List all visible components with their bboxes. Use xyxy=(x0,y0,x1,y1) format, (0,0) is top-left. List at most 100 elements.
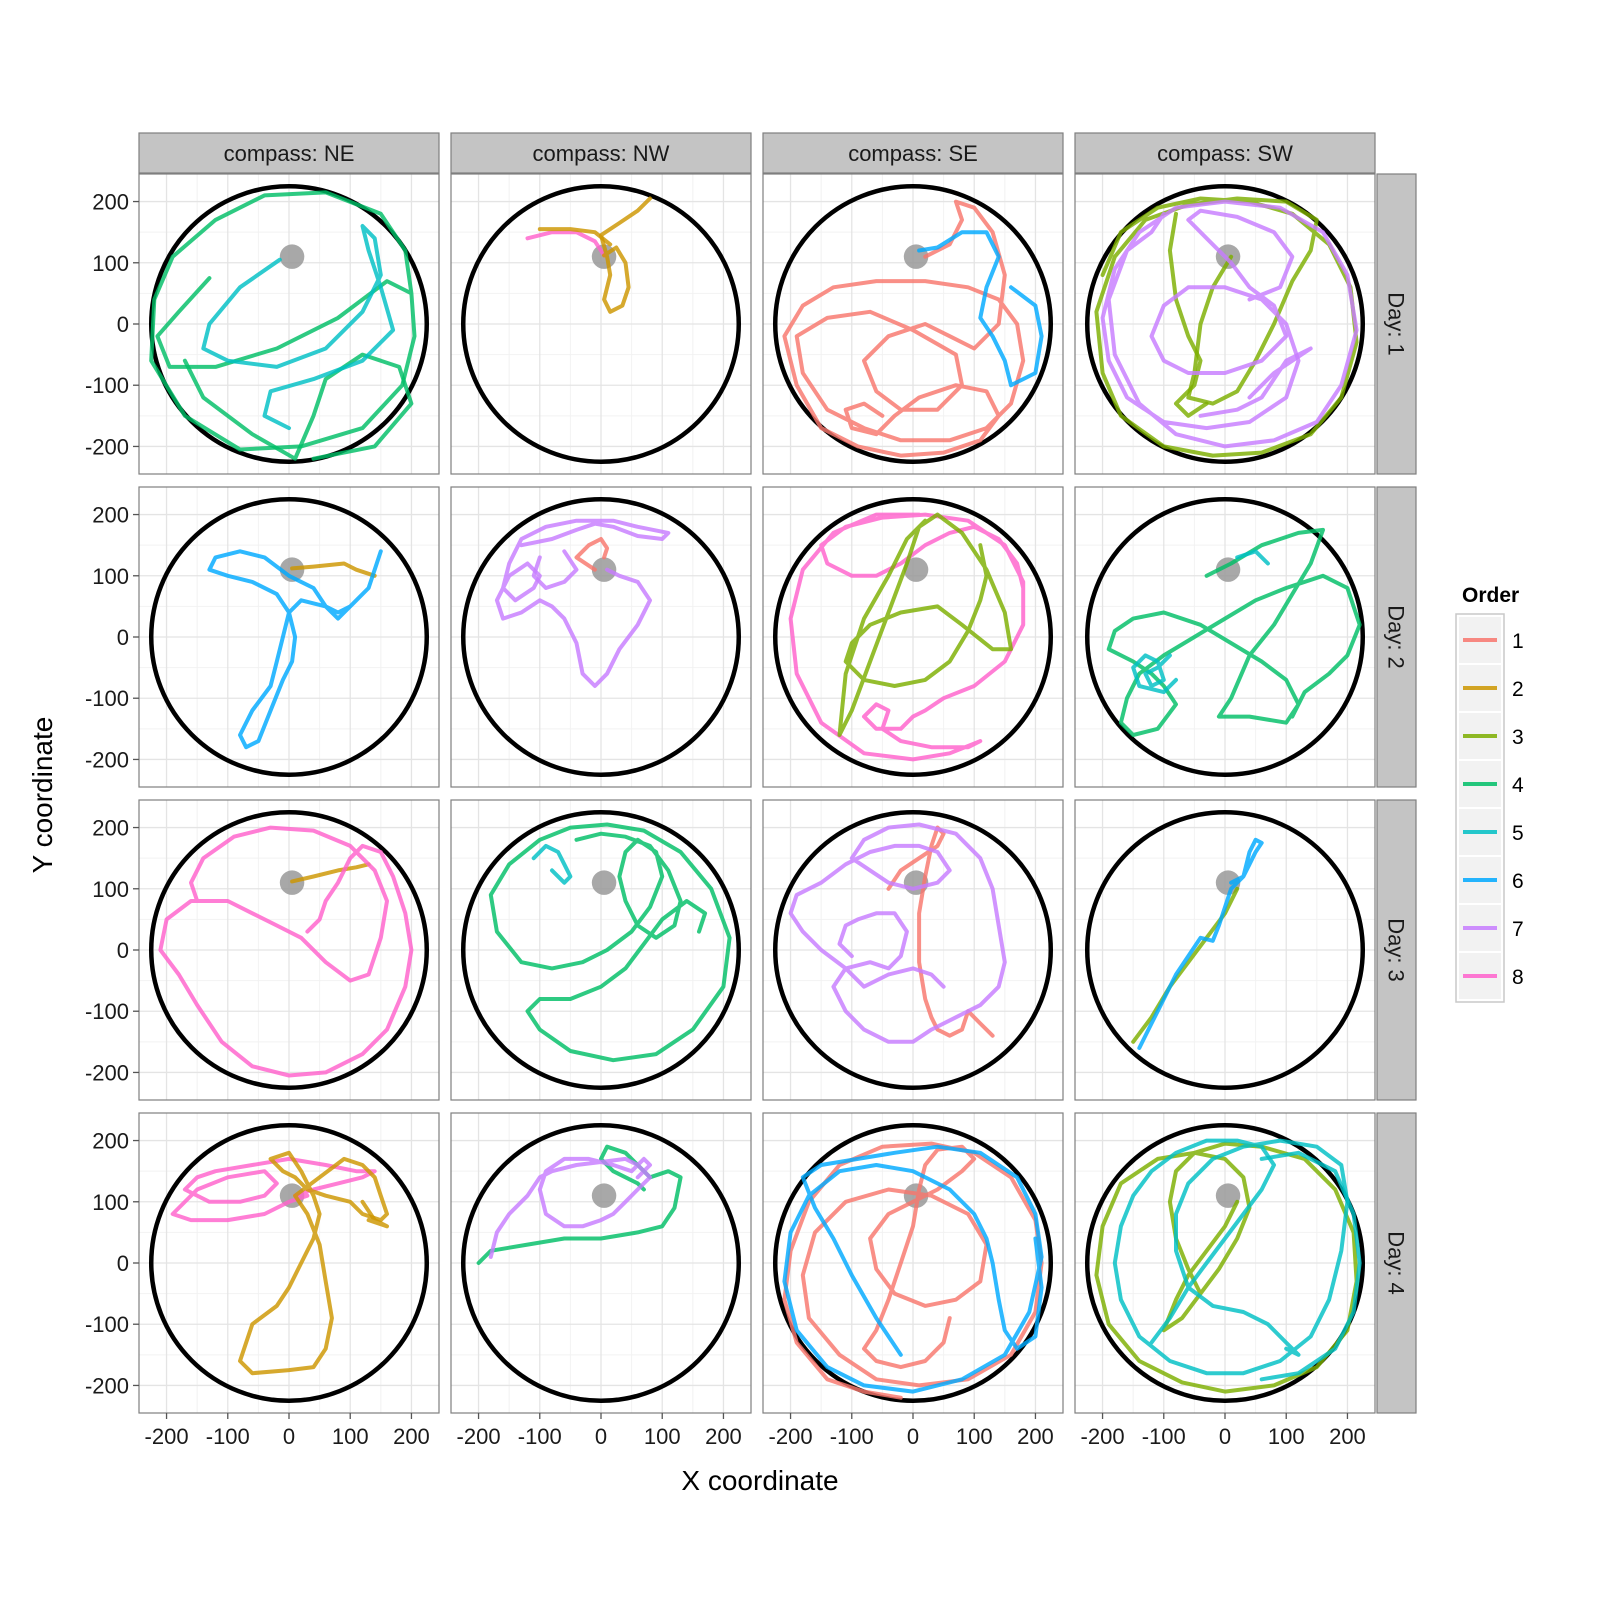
legend-label: 5 xyxy=(1512,822,1524,845)
track-path-order-7 xyxy=(1100,199,1359,449)
x-tick-label: -200 xyxy=(1081,1424,1125,1449)
panel-r1-c1 xyxy=(138,173,440,475)
strips-layer: compass: NE compass: NW compass: SE compass… xyxy=(138,132,1417,1414)
platform-marker xyxy=(1215,244,1241,269)
track-path-order-1 xyxy=(574,537,610,572)
y-tick-label: 200 xyxy=(92,503,129,528)
y-tick-label: -200 xyxy=(85,747,129,772)
panel-border xyxy=(762,173,1064,475)
track-path-order-6 xyxy=(782,1144,1044,1394)
y-tick-label: 200 xyxy=(92,1129,129,1154)
track-path-order-2 xyxy=(360,1199,389,1229)
y-tick-label: -100 xyxy=(85,1312,129,1337)
column-strip-label: compass: NW xyxy=(533,141,670,166)
x-tick-label: 200 xyxy=(1329,1424,1366,1449)
panels-layer xyxy=(138,173,1376,1414)
track-path-order-7 xyxy=(1198,346,1313,418)
row-strip-label: Day: 4 xyxy=(1384,1231,1409,1295)
row-strip-background xyxy=(1376,799,1417,1101)
row-strip-background xyxy=(1376,173,1417,475)
track-path-order-1 xyxy=(886,825,995,1038)
column-strip-label: compass: SW xyxy=(1157,141,1293,166)
legend-label: 3 xyxy=(1512,726,1524,749)
panel-r2-c2 xyxy=(450,486,752,788)
track-path-order-3 xyxy=(1094,196,1359,458)
y-tick-label: -100 xyxy=(85,373,129,398)
row-strip-background xyxy=(1376,486,1417,788)
arena-circle xyxy=(772,809,1054,1091)
x-tick-label: 0 xyxy=(283,1424,295,1449)
y-tick-label: 0 xyxy=(117,938,129,963)
track-path-order-7 xyxy=(531,549,579,590)
y-tick-label: 200 xyxy=(92,190,129,215)
track-path-order-3 xyxy=(1167,211,1209,418)
axes-layer: -200 -100 0 100 200 -200 -100 0 100 200 -200 -100 0 1… xyxy=(85,190,1366,1449)
y-tick-label: 200 xyxy=(92,816,129,841)
track-path-order-8 xyxy=(170,1156,377,1223)
panel-r2-c3 xyxy=(762,486,1064,788)
panel-border xyxy=(1074,173,1376,475)
column-strip-background xyxy=(762,132,1064,174)
y-tick-label: 0 xyxy=(117,1251,129,1276)
x-axis-title: X coordinate xyxy=(681,1465,838,1496)
track-path-order-2 xyxy=(290,862,371,884)
x-tick-label: 200 xyxy=(705,1424,742,1449)
x-tick-label: 0 xyxy=(595,1424,607,1449)
legend-label: 7 xyxy=(1512,918,1524,941)
panel-r2-c1 xyxy=(138,486,440,788)
y-tick-label: -200 xyxy=(85,1060,129,1085)
platform-marker xyxy=(903,557,929,582)
track-path-order-1 xyxy=(782,1141,1044,1400)
panel-r4-c4 xyxy=(1074,1112,1376,1414)
track-path-order-5 xyxy=(201,224,396,431)
platform-marker xyxy=(591,870,617,895)
panel-r1-c3 xyxy=(762,173,1064,475)
panel-border xyxy=(450,173,752,475)
x-tick-label: 100 xyxy=(956,1424,993,1449)
arena-circle xyxy=(460,496,742,778)
panel-r3-c4 xyxy=(1074,799,1376,1101)
y-tick-label: 100 xyxy=(92,877,129,902)
y-tick-label: 0 xyxy=(117,625,129,650)
arena-circle xyxy=(1084,183,1366,465)
track-path-order-2 xyxy=(599,196,652,314)
x-tick-label: 100 xyxy=(644,1424,681,1449)
track-path-order-2 xyxy=(290,561,377,578)
panel-r4-c3 xyxy=(762,1112,1064,1414)
x-tick-label: -200 xyxy=(457,1424,501,1449)
legend: Order 1 2 3 4 5 6 7 8 xyxy=(1455,584,1524,1003)
platform-marker xyxy=(591,1183,617,1208)
arena-circle xyxy=(772,183,1054,465)
track-path-order-6 xyxy=(1137,837,1264,1050)
x-tick-label: 100 xyxy=(332,1424,369,1449)
x-tick-label: 0 xyxy=(907,1424,919,1449)
panel-border xyxy=(450,486,752,788)
track-path-order-8 xyxy=(788,512,1026,762)
y-tick-label: 0 xyxy=(117,312,129,337)
track-path-order-8 xyxy=(158,825,414,1078)
arena-circle xyxy=(148,809,430,1091)
track-path-order-5 xyxy=(1112,1138,1350,1376)
x-tick-label: -100 xyxy=(830,1424,874,1449)
track-path-order-5 xyxy=(1259,1150,1362,1382)
arena-circle xyxy=(772,496,1054,778)
y-tick-label: -200 xyxy=(85,1373,129,1398)
arena-circle xyxy=(148,496,430,778)
x-tick-label: -100 xyxy=(206,1424,250,1449)
arena-circle xyxy=(1084,1122,1366,1404)
legend-title: Order xyxy=(1462,584,1519,607)
x-tick-label: 200 xyxy=(1017,1424,1054,1449)
platform-marker xyxy=(1215,1183,1241,1208)
row-strip-label: Day: 3 xyxy=(1384,918,1409,982)
arena-circle xyxy=(1084,496,1366,778)
legend-label: 1 xyxy=(1512,630,1524,653)
track-path-order-6 xyxy=(917,230,1044,388)
panel-r4-c1 xyxy=(138,1112,440,1414)
track-path-order-4 xyxy=(182,352,414,461)
panel-r3-c2 xyxy=(450,799,752,1101)
track-path-order-4 xyxy=(1106,527,1362,737)
arena-circle xyxy=(1084,809,1366,1091)
legend-label: 6 xyxy=(1512,870,1524,893)
y-tick-label: 100 xyxy=(92,564,129,589)
